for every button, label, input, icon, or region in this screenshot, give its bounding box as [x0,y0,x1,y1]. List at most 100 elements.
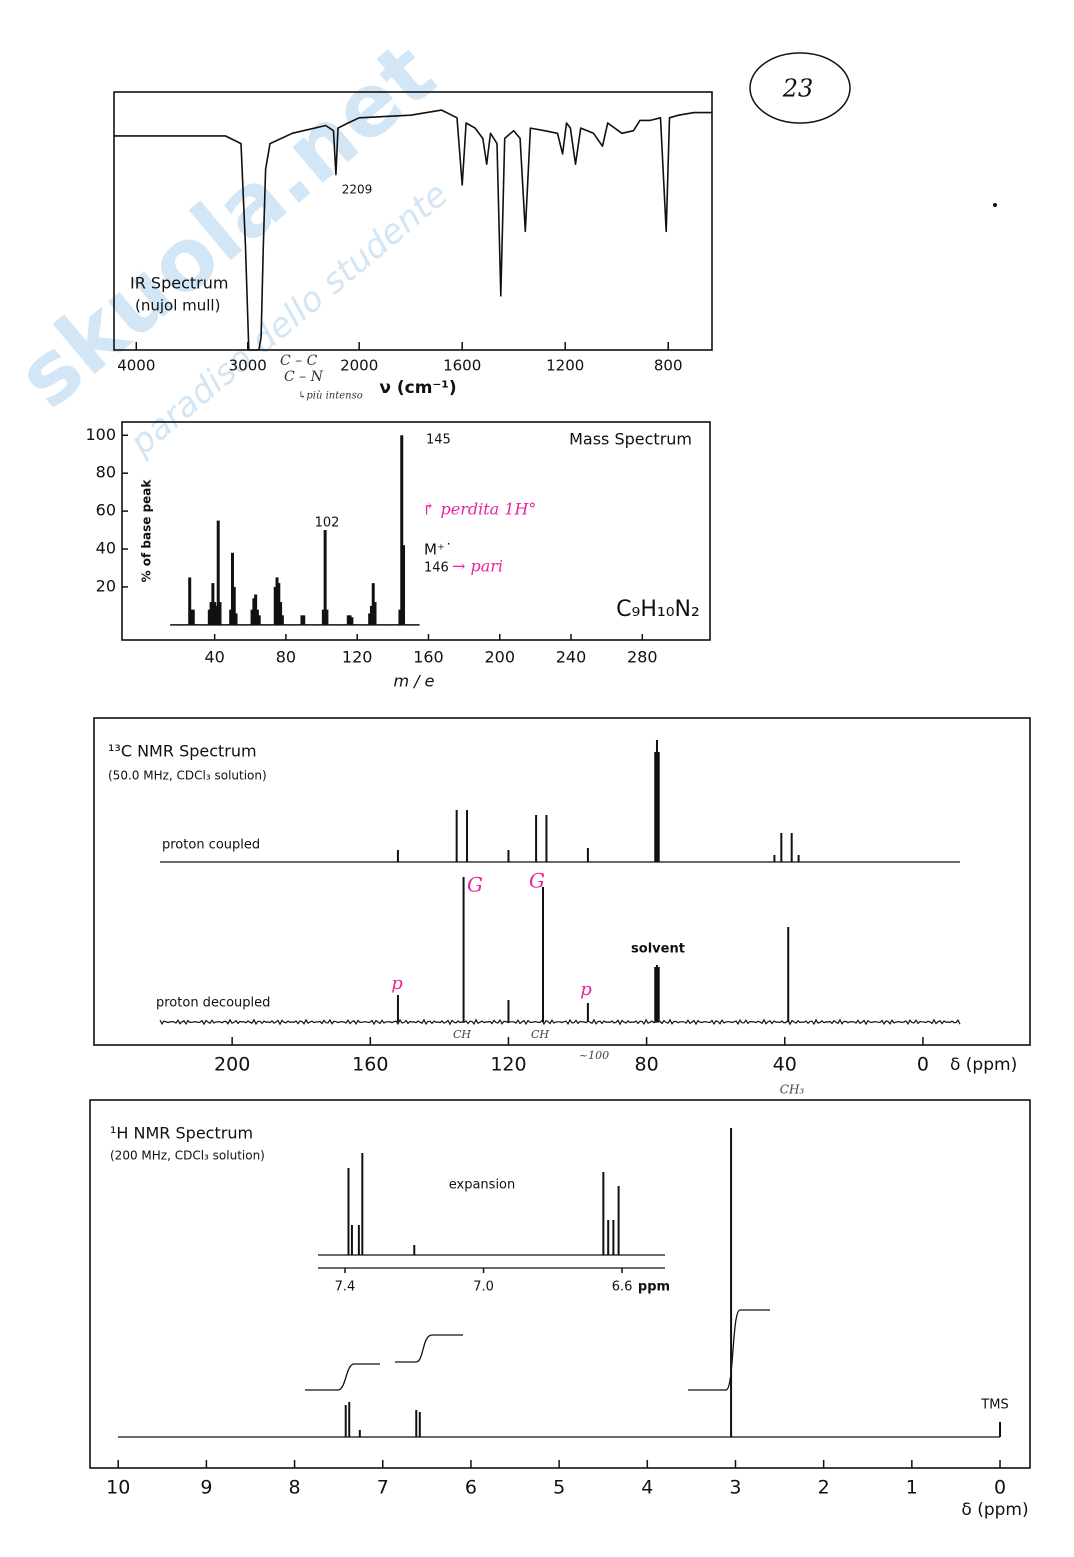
x-label: δ (ppm) [950,1055,1017,1075]
bar [402,545,406,625]
x-tick-label: 7 [377,1477,389,1499]
spectrum-line [114,109,712,351]
bar [371,583,375,625]
subtitle: (nujol mull) [135,297,220,315]
x-tick-label: 3 [729,1477,741,1499]
handwritten-note: → pari [452,557,503,576]
handwritten-note: ↳più intenso [298,391,363,402]
handwritten-note: G [529,869,545,893]
x-tick-label: 7.0 [473,1280,494,1295]
handwritten-note: C – C [280,353,318,369]
x-label: δ (ppm) [961,1500,1028,1520]
annotation: TMS [980,1398,1008,1413]
bar [277,583,281,625]
x-tick-label: 40 [773,1054,797,1076]
bar [230,552,234,625]
noisy-baseline [159,1018,961,1026]
bar [214,605,218,625]
handwritten-note: p [580,979,592,1000]
bar [188,577,192,625]
integral-curves [305,1309,770,1391]
bar [209,602,213,625]
x-tick-label: 1200 [546,357,584,375]
annotation: 102 [315,516,340,531]
x-tick-label: 120 [490,1054,526,1076]
bar [229,609,233,625]
bar [369,605,373,625]
handwritten-note: CH [453,1028,471,1041]
bar [257,615,261,625]
y-tick-label: 100 [85,425,116,444]
annotation: 2209 [342,183,373,197]
title: ¹³C NMR Spectrum [108,742,257,761]
y-tick-label: 80 [96,463,116,482]
y-label: % of base peak [140,479,154,583]
subtitle: (200 MHz, CDCl₃ solution) [110,1149,265,1163]
x-tick-label: 160 [413,648,444,667]
speck [993,203,997,207]
x-tick-label: 7.4 [335,1280,356,1295]
x-tick-label: 1600 [443,357,481,375]
x-tick-label: 240 [556,648,587,667]
annotation: 145 [426,433,451,448]
x-tick-label: 4 [641,1477,653,1499]
subtitle: (50.0 MHz, CDCl₃ solution) [108,769,267,783]
x-tick-label: 2 [818,1477,830,1499]
x-tick-label: 0 [994,1477,1006,1499]
bar [325,609,329,625]
y-tick-label: 20 [96,576,116,595]
plot-frame [93,717,1031,1046]
title: ¹H NMR Spectrum [110,1124,253,1143]
x-tick-label: 800 [654,357,683,375]
x-tick-label: 0 [917,1054,929,1076]
bar [255,609,259,625]
bar [191,609,195,625]
y-tick-label: 60 [96,501,116,520]
bar [348,615,352,625]
x-tick-label: 200 [484,648,515,667]
annotation: M⁺˙ [424,541,452,559]
x-tick-label: 9 [200,1477,212,1499]
x-tick-label: 6 [465,1477,477,1499]
bar [400,435,404,625]
bar [211,583,215,625]
x-tick-label: 4000 [117,357,155,375]
page-number: 23 [782,75,814,103]
plot-frame [121,421,711,641]
formula: C₉H₁₀N₂ [616,597,700,622]
bar [254,594,258,625]
bar [368,613,372,625]
bar [323,530,327,625]
bar [279,602,283,625]
page-number-circle [749,52,851,124]
bar [250,609,254,625]
x-tick-label: 40 [204,648,224,667]
x-label: ppm [638,1280,670,1295]
bar [189,609,193,625]
annotation: solvent [631,942,685,957]
x-tick-label: 1 [906,1477,918,1499]
bar [218,602,222,625]
bar [321,609,325,625]
bar [398,609,402,625]
x-tick-label: 10 [106,1477,130,1499]
x-tick-label: 160 [352,1054,388,1076]
annotation: 146 [424,561,449,576]
series-label: proton coupled [162,838,260,853]
x-tick-label: 6.6 [612,1280,633,1295]
plot-frame [89,1099,1031,1469]
title: Mass Spectrum [569,430,692,449]
handwritten-note: CH [531,1028,549,1041]
x-label: m / e [394,672,435,691]
bar [273,586,277,625]
bar [207,609,211,625]
plot-frame [113,91,713,351]
x-tick-label: 120 [342,648,373,667]
bar [373,602,377,625]
bar [213,602,217,625]
bar [346,615,350,625]
handwritten-note: G [467,873,483,897]
bar [302,615,306,625]
